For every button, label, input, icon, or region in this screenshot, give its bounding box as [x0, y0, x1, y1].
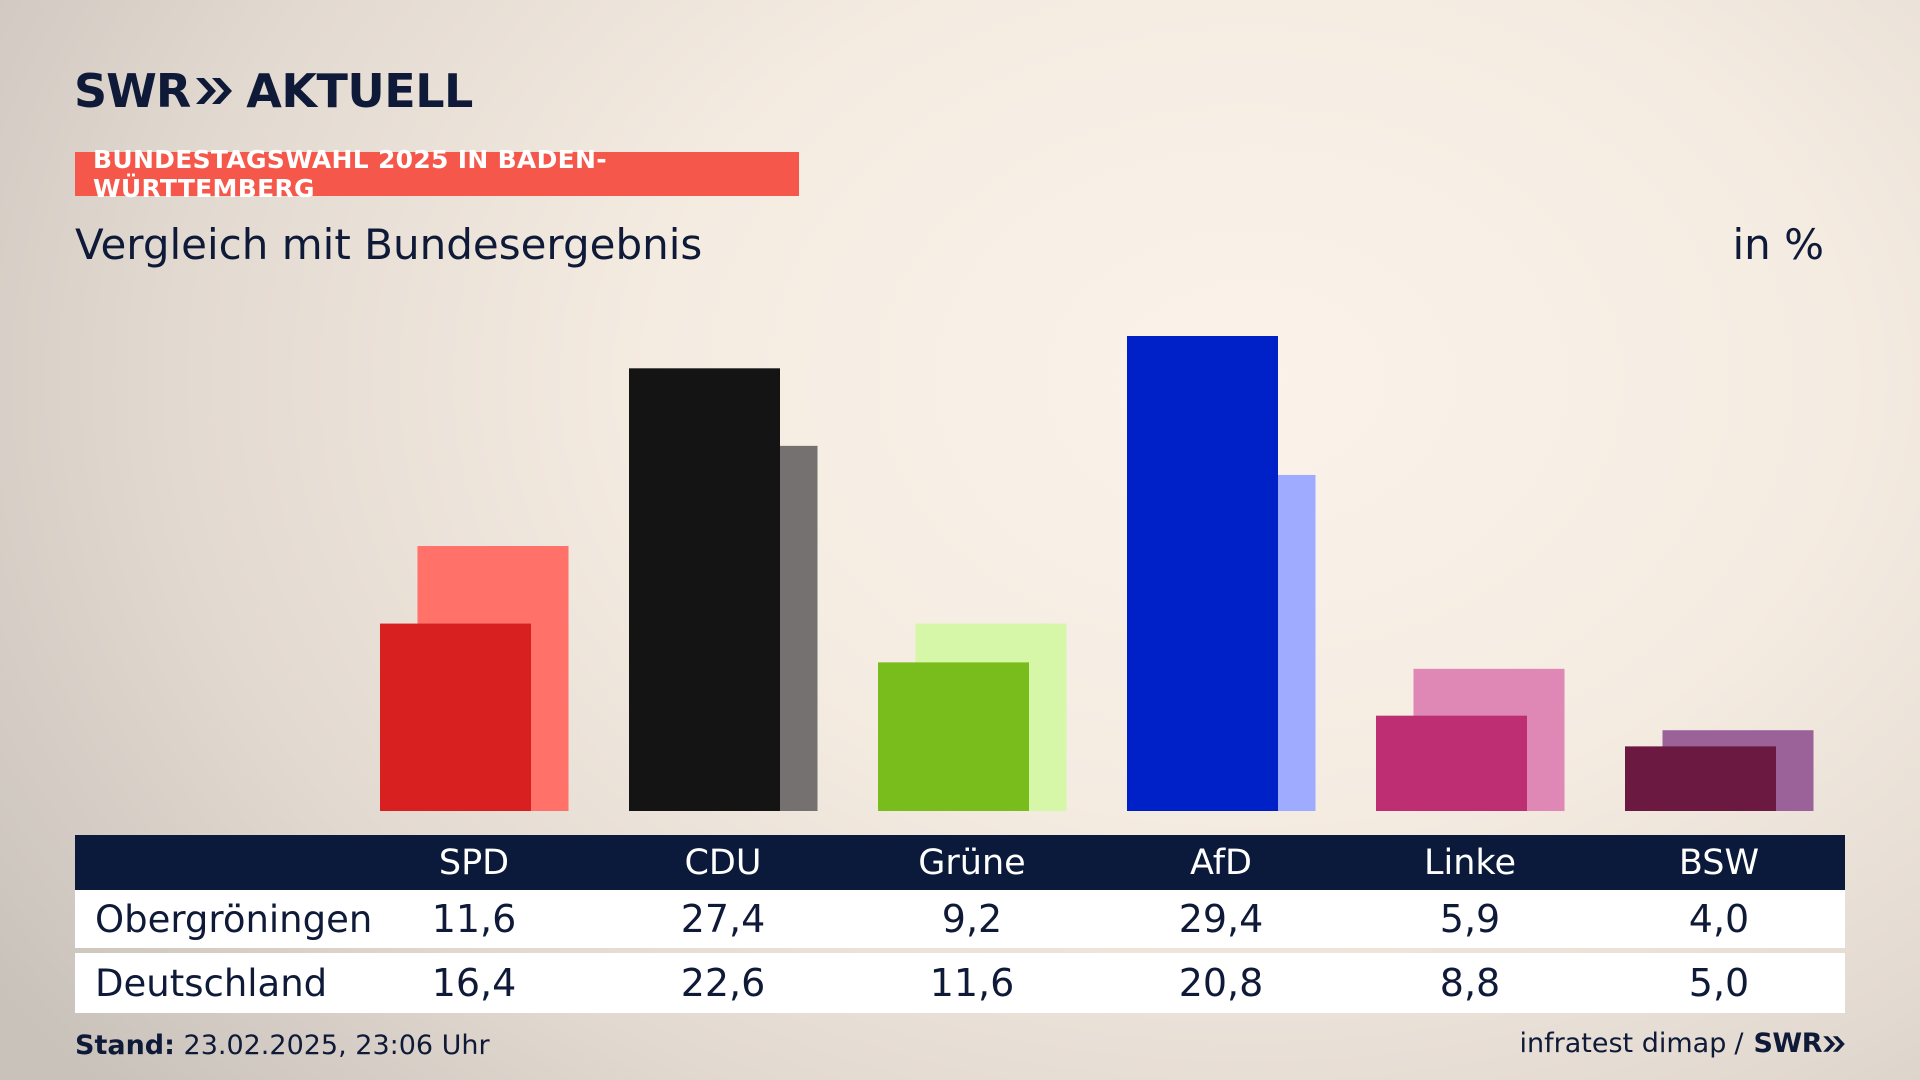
value-cell: 20,8	[1178, 961, 1264, 1005]
value-cell: 5,9	[1439, 897, 1501, 941]
logo-swr-text: SWR	[74, 64, 191, 118]
table-header: SPD CDU Grüne AfD Linke BSW	[75, 835, 1845, 890]
source-text: infratest dimap	[1519, 1028, 1727, 1059]
chart-subtitle: Vergleich mit Bundesergebnis	[75, 220, 703, 269]
header-cell-cdu: CDU	[684, 842, 762, 883]
value-cell: 22,6	[680, 961, 766, 1005]
header-cell-spd: SPD	[438, 842, 510, 883]
value-cell: 11,6	[431, 897, 517, 941]
value-cell: 29,4	[1178, 897, 1264, 941]
value-cell: 16,4	[431, 961, 517, 1005]
header-cell-gruene: Grüne	[918, 842, 1026, 883]
bar-obergroeningen-afd	[1127, 336, 1278, 811]
logo-aktuell-text: AKTUELL	[246, 64, 473, 118]
stand-value: 23.02.2025, 23:06 Uhr	[183, 1030, 490, 1061]
bar-obergroeningen-grüne	[878, 662, 1029, 811]
header-cell-bsw: BSW	[1678, 842, 1760, 883]
source-brand: SWR	[1753, 1028, 1822, 1059]
row-label-local: Obergröningen	[95, 897, 373, 941]
value-cell: 8,8	[1439, 961, 1501, 1005]
swr-aktuell-logo: SWR AKTUELL	[74, 64, 473, 118]
double-chevron-icon	[196, 78, 233, 104]
value-cell: 5,0	[1688, 961, 1750, 1005]
header-cell-linke: Linke	[1424, 842, 1516, 883]
unit-label: in %	[1732, 220, 1824, 269]
row-label-national: Deutschland	[95, 961, 328, 1005]
stand-label: Stand:	[75, 1030, 175, 1061]
bar-chart	[380, 336, 1814, 811]
value-cell: 27,4	[680, 897, 766, 941]
value-cell: 9,2	[941, 897, 1003, 941]
bar-obergroeningen-spd	[380, 623, 531, 811]
value-cell: 4,0	[1688, 897, 1750, 941]
source-separator: /	[1734, 1028, 1744, 1059]
source-credit: infratest dimap / SWR	[1520, 1028, 1846, 1059]
bar-obergroeningen-cdu	[629, 368, 780, 811]
bar-obergroeningen-bsw	[1625, 746, 1776, 811]
table-row: Deutschland 16,4 22,6 11,6 20,8 8,8 5,0	[75, 953, 1845, 1013]
header-cell-afd: AfD	[1190, 842, 1252, 883]
table-row: Obergröningen 11,6 27,4 9,2 29,4 5,9 4,0	[75, 890, 1845, 948]
timestamp: Stand: 23.02.2025, 23:06 Uhr	[75, 1030, 490, 1061]
bar-obergroeningen-linke	[1376, 715, 1527, 811]
double-chevron-icon	[1823, 1035, 1845, 1052]
results-table: SPD CDU Grüne AfD Linke BSW Obergröninge…	[75, 835, 1845, 1013]
value-cell: 11,6	[929, 961, 1015, 1005]
